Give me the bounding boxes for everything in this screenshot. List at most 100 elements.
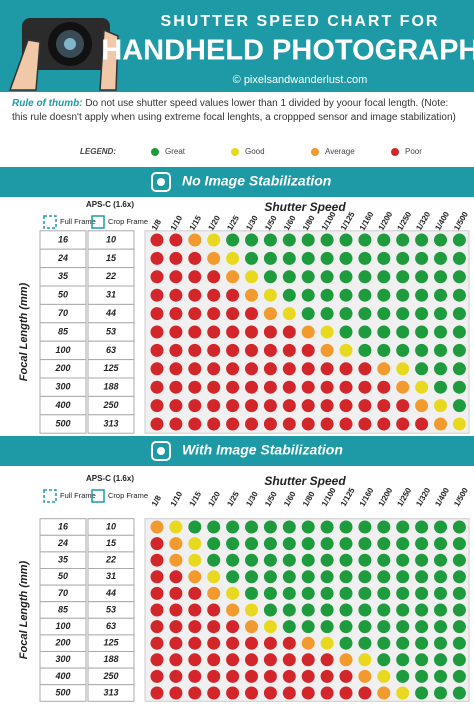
rating-dot xyxy=(301,669,315,683)
rating-dot xyxy=(396,233,410,247)
rating-dot xyxy=(396,362,410,376)
rating-dot xyxy=(396,537,410,551)
rating-dot xyxy=(263,307,277,321)
crop-value: 31 xyxy=(106,571,116,581)
rating-dot xyxy=(339,362,353,376)
rating-dot xyxy=(358,620,372,634)
crop-value: 44 xyxy=(105,588,116,598)
rating-dot xyxy=(377,620,391,634)
full-cell xyxy=(39,684,87,702)
section-bar xyxy=(0,436,474,466)
rating-dot xyxy=(226,586,240,600)
rating-dot xyxy=(150,537,164,551)
rating-dot xyxy=(150,307,164,321)
rating-dot xyxy=(358,233,372,247)
legend-dot xyxy=(231,148,239,156)
rating-dot xyxy=(339,343,353,357)
rating-dot xyxy=(226,520,240,534)
rating-dot xyxy=(169,620,183,634)
rating-dot xyxy=(188,417,202,431)
rating-dot xyxy=(282,553,296,567)
rating-dot xyxy=(207,417,221,431)
rating-dot xyxy=(263,686,277,700)
rating-dot xyxy=(226,307,240,321)
rating-dot xyxy=(452,686,466,700)
crop-frame-label: Crop Frame xyxy=(108,217,148,226)
rating-dot xyxy=(358,570,372,584)
rating-dot xyxy=(188,686,202,700)
rating-dot xyxy=(434,620,447,634)
rating-dot xyxy=(207,343,221,357)
legend-name: Great xyxy=(165,147,186,156)
full-value: 50 xyxy=(58,290,68,300)
rating-dot xyxy=(282,586,296,600)
rating-dot xyxy=(169,417,183,431)
focal-length-label: Focal Length (mm) xyxy=(18,560,30,659)
full-value: 85 xyxy=(58,326,69,336)
full-value: 300 xyxy=(55,382,70,392)
rating-dot xyxy=(415,270,429,284)
rating-dot xyxy=(150,603,164,617)
rating-dot xyxy=(434,553,447,567)
legend-dot xyxy=(151,148,159,156)
crop-value: 313 xyxy=(103,418,118,428)
legend-name: Average xyxy=(325,147,355,156)
rating-dot xyxy=(358,553,372,567)
rating-dot xyxy=(207,620,221,634)
rating-dot xyxy=(415,620,429,634)
rating-dot xyxy=(226,233,240,247)
crop-value: 53 xyxy=(106,604,116,614)
section-icon xyxy=(151,172,171,192)
rating-dot xyxy=(320,380,334,394)
rating-dot xyxy=(452,343,466,357)
rating-dot xyxy=(301,417,315,431)
rating-dot xyxy=(377,653,391,667)
rating-dot xyxy=(169,380,183,394)
rating-dot xyxy=(245,307,258,321)
rating-dot xyxy=(245,636,258,650)
rating-dot xyxy=(301,288,315,302)
crop-frame-icon xyxy=(91,489,105,503)
rating-dot xyxy=(282,620,296,634)
rating-dot xyxy=(320,270,334,284)
rating-dot xyxy=(396,270,410,284)
rating-dot xyxy=(339,380,353,394)
rating-dot xyxy=(282,537,296,551)
section-icon-lens xyxy=(157,178,165,186)
full-value: 200 xyxy=(54,363,70,373)
crop-value: 188 xyxy=(103,654,118,664)
rating-dot xyxy=(282,636,296,650)
rating-dot xyxy=(358,603,372,617)
full-frame-label: Full Frame xyxy=(60,217,96,226)
rating-dot xyxy=(282,270,296,284)
rating-dot xyxy=(169,325,183,339)
rating-dot xyxy=(188,288,202,302)
rating-dot xyxy=(207,307,221,321)
rating-dot xyxy=(169,686,183,700)
rating-dot xyxy=(434,362,447,376)
rating-dot xyxy=(415,343,429,357)
rating-dot xyxy=(245,399,258,413)
rating-dot xyxy=(263,636,277,650)
rating-dot xyxy=(377,251,391,265)
crop-value: 10 xyxy=(106,521,116,531)
rating-dot xyxy=(358,325,372,339)
rating-dot xyxy=(339,417,353,431)
rating-dot xyxy=(396,586,410,600)
rating-dot xyxy=(415,399,429,413)
focal-length-label: Focal Length (mm) xyxy=(18,282,30,381)
rating-dot xyxy=(415,520,429,534)
rating-dot xyxy=(396,417,410,431)
rating-dot xyxy=(358,380,372,394)
rating-dot xyxy=(150,251,164,265)
rating-dot xyxy=(282,669,296,683)
rating-dot xyxy=(434,586,447,600)
rating-dot xyxy=(282,343,296,357)
rating-dot xyxy=(358,417,372,431)
rating-dot xyxy=(226,417,240,431)
rating-dot xyxy=(452,270,466,284)
rating-dot xyxy=(301,537,315,551)
rating-dot xyxy=(207,233,221,247)
rating-dot xyxy=(452,380,466,394)
rule: Rule of thumb: Do not use shutter speed … xyxy=(12,97,464,125)
